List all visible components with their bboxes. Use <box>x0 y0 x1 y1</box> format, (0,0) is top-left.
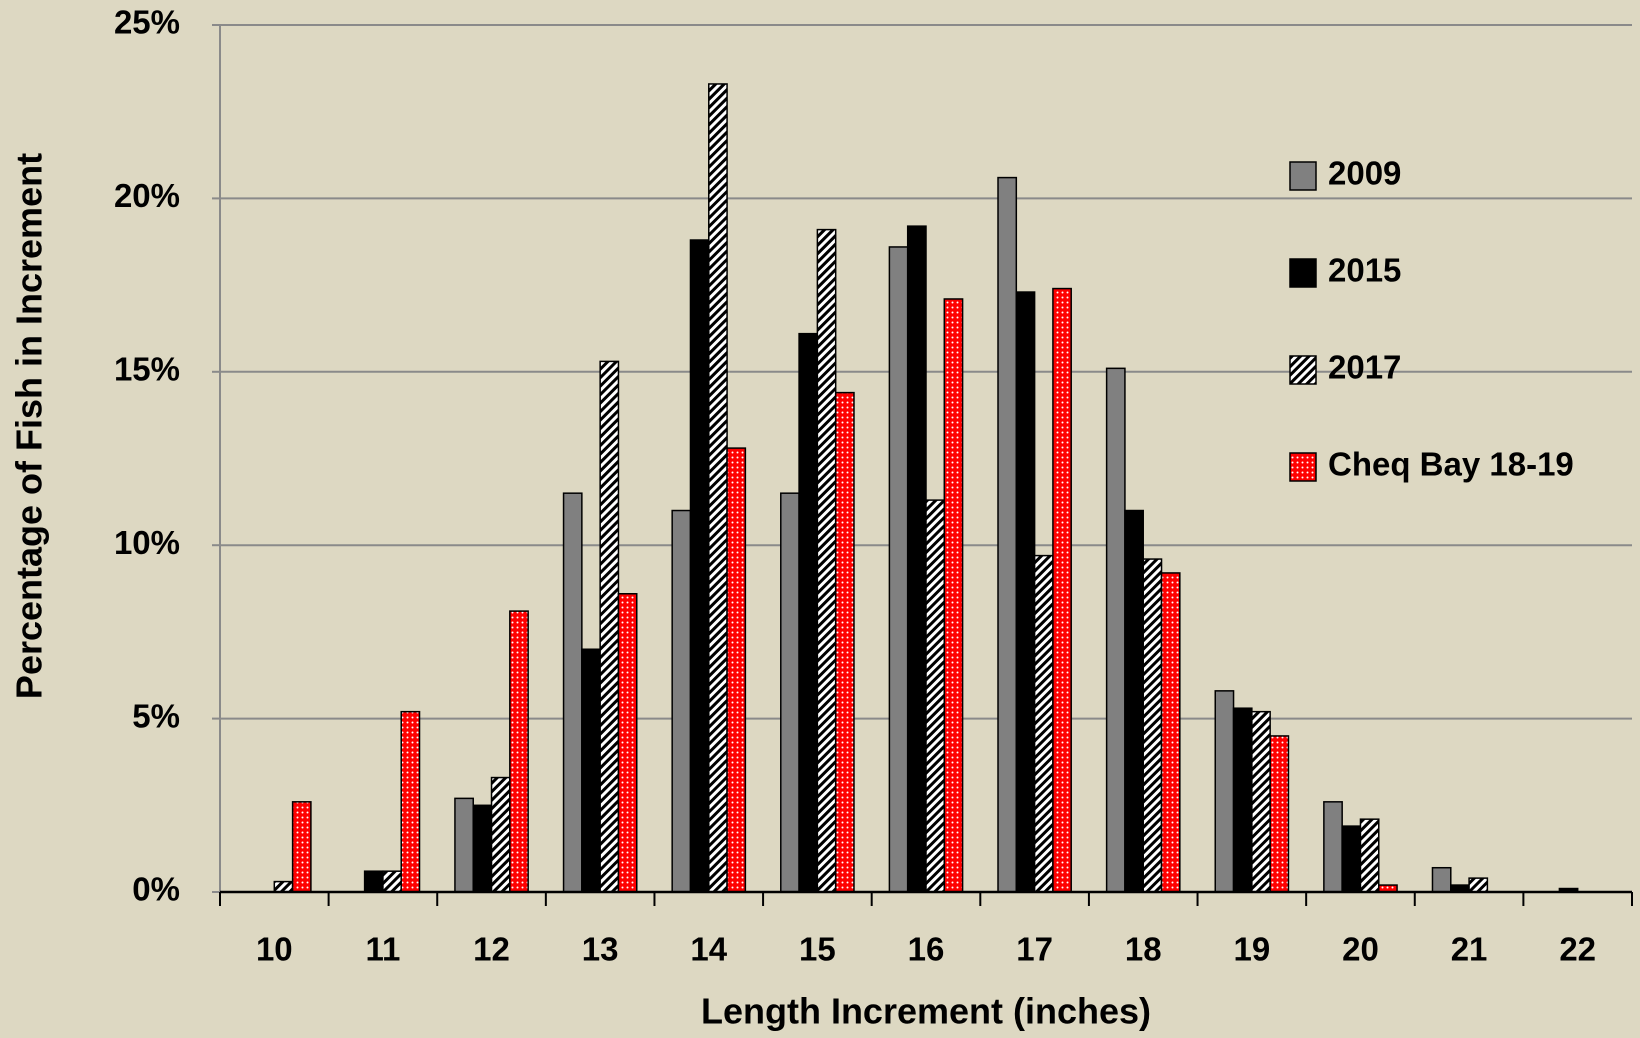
bar <box>490 776 511 893</box>
legend-label: 2015 <box>1328 252 1401 289</box>
bar <box>1124 509 1144 893</box>
bar <box>1359 818 1380 893</box>
x-tick-label: 22 <box>1559 931 1596 968</box>
bar <box>798 332 819 893</box>
bar <box>834 391 855 893</box>
y-tick-label: 5% <box>132 697 180 734</box>
legend-label: Cheq Bay 18-19 <box>1328 446 1574 483</box>
bar <box>454 797 474 893</box>
x-tick-label: 10 <box>256 931 293 968</box>
legend-swatch <box>1289 452 1317 482</box>
bar <box>1431 866 1452 893</box>
bar <box>1015 291 1036 893</box>
x-tick-label: 20 <box>1342 931 1379 968</box>
bar <box>708 83 728 893</box>
bar <box>617 593 638 893</box>
bar <box>581 648 601 893</box>
x-tick-label: 15 <box>799 931 836 968</box>
bar <box>562 492 583 893</box>
bar <box>1468 877 1489 893</box>
bar <box>472 804 493 893</box>
bar <box>509 610 529 893</box>
y-tick-label: 10% <box>114 524 180 561</box>
bar <box>816 228 837 893</box>
bar <box>888 246 909 893</box>
bar <box>1214 690 1235 893</box>
bar <box>363 870 384 893</box>
bar <box>1341 825 1362 893</box>
bar <box>291 801 312 893</box>
bar <box>1033 554 1054 893</box>
bar <box>925 499 946 893</box>
x-tick-label: 17 <box>1016 931 1053 968</box>
bar <box>671 509 692 893</box>
x-tick-label: 21 <box>1451 931 1488 968</box>
bar <box>1323 801 1343 893</box>
x-tick-label: 16 <box>908 931 945 968</box>
bar <box>1251 710 1271 893</box>
x-tick-label: 12 <box>473 931 510 968</box>
legend-label: 2009 <box>1328 155 1401 192</box>
bar <box>780 492 800 893</box>
y-tick-label: 0% <box>132 871 180 908</box>
y-axis-title: Percentage of Fish in Increment <box>9 153 50 699</box>
bar <box>1142 558 1163 893</box>
y-tick-label: 20% <box>114 177 180 214</box>
bar <box>689 239 710 893</box>
bar <box>400 710 421 893</box>
y-tick-label: 25% <box>114 4 180 41</box>
bar <box>1269 735 1290 893</box>
legend-swatch <box>1289 161 1317 191</box>
bar <box>943 298 964 893</box>
bar <box>273 880 294 893</box>
x-tick-label: 11 <box>365 931 400 968</box>
bar <box>1160 572 1181 893</box>
bar <box>1232 707 1253 893</box>
bar <box>382 870 402 893</box>
x-tick-label: 18 <box>1125 931 1162 968</box>
bar <box>1105 367 1126 893</box>
x-tick-label: 14 <box>690 931 727 968</box>
bar <box>997 176 1018 893</box>
x-tick-label: 19 <box>1233 931 1270 968</box>
legend-label: 2017 <box>1328 349 1401 386</box>
bar <box>906 225 927 893</box>
bar <box>1052 287 1072 893</box>
legend-swatch <box>1289 355 1317 385</box>
bar <box>726 447 747 893</box>
bar <box>599 360 620 893</box>
legend-swatch <box>1289 258 1317 288</box>
x-axis-title: Length Increment (inches) <box>701 991 1151 1032</box>
y-tick-label: 15% <box>114 351 180 388</box>
x-tick-label: 13 <box>582 931 619 968</box>
